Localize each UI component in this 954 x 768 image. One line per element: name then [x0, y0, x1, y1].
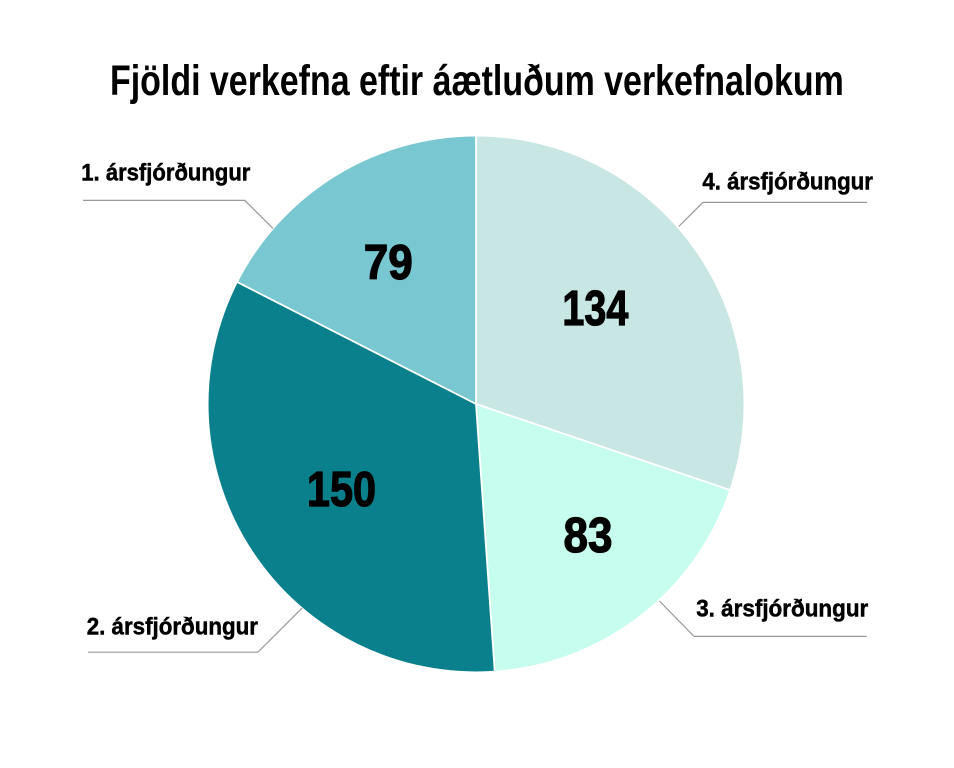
svg-text:2. ársfjórðungur: 2. ársfjórðungur	[87, 613, 259, 640]
svg-text:79: 79	[364, 235, 413, 290]
svg-text:134: 134	[562, 281, 628, 336]
svg-text:Fjöldi verkefna eftir áætluðum: Fjöldi verkefna eftir áætluðum verkefnal…	[110, 57, 844, 104]
svg-text:4. ársfjórðungur: 4. ársfjórðungur	[702, 169, 873, 196]
svg-text:83: 83	[564, 508, 613, 563]
svg-text:3. ársfjórðungur: 3. ársfjórðungur	[696, 595, 869, 622]
svg-text:1. ársfjórðungur: 1. ársfjórðungur	[81, 160, 251, 187]
svg-text:150: 150	[307, 462, 376, 517]
